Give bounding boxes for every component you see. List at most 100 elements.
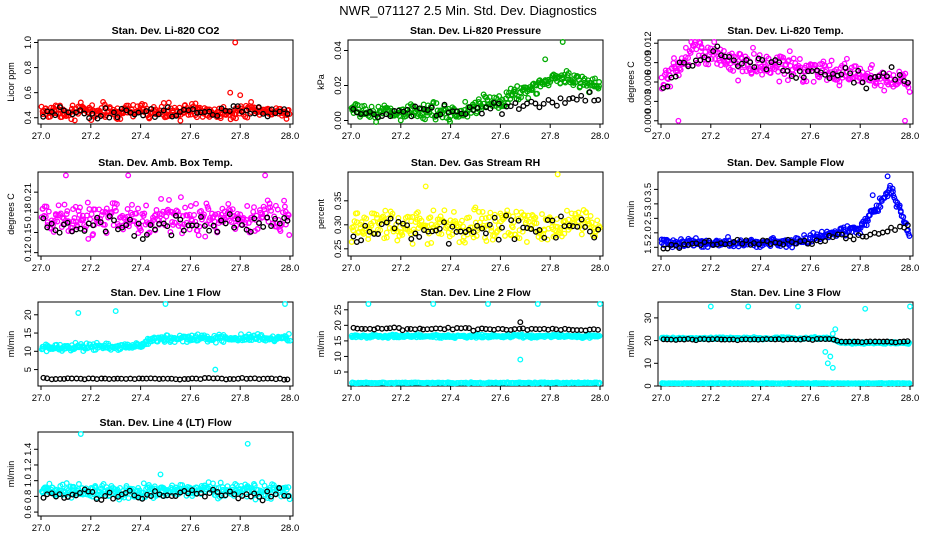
data-point — [595, 326, 601, 333]
data-point — [409, 240, 416, 247]
data-point — [394, 237, 401, 244]
data-point — [817, 69, 824, 76]
data-point — [416, 233, 423, 240]
data-point — [244, 440, 251, 447]
y-tick-label: 0.02 — [333, 76, 344, 95]
data-point — [264, 113, 271, 120]
panels-group: Stan. Dev. Li-820 CO2 27.0 27.2 27.4 27.6 27.… — [6, 25, 919, 534]
data-point — [276, 220, 283, 227]
data-point — [194, 109, 201, 116]
data-point — [157, 471, 164, 478]
y-axis-label: ml/min — [6, 461, 16, 488]
data-point — [222, 220, 229, 227]
data-point — [852, 63, 859, 70]
data-point — [358, 103, 365, 110]
data-point — [48, 108, 55, 115]
y-tick-label: 15 — [333, 336, 344, 347]
x-tick-label: 27.4 — [751, 131, 770, 142]
data-point — [892, 76, 899, 83]
x-tick-label: 27.4 — [441, 393, 460, 404]
data-point — [101, 221, 108, 228]
data-point — [803, 78, 810, 85]
data-point — [496, 93, 503, 100]
data-point — [675, 117, 682, 124]
data-point — [428, 104, 435, 111]
data-point — [800, 77, 807, 84]
data-point — [595, 226, 602, 233]
data-point — [515, 217, 522, 224]
series-low — [659, 303, 913, 387]
data-point — [223, 376, 230, 383]
data-point — [404, 106, 411, 113]
y-tick-label: 20 — [333, 320, 344, 331]
data-point — [725, 234, 731, 240]
data-point — [822, 71, 829, 78]
data-point — [750, 50, 757, 57]
data-point — [391, 225, 398, 232]
data-point — [907, 303, 913, 310]
y-axis-label: Licor ppm — [6, 62, 16, 102]
data-point — [536, 227, 543, 233]
data-point — [350, 106, 357, 112]
y-axis-label: degrees C — [6, 193, 16, 235]
data-point — [473, 232, 480, 239]
data-point — [94, 214, 101, 221]
y-tick-label: 0.18 — [23, 203, 34, 222]
data-point — [89, 102, 96, 109]
data-point — [826, 75, 833, 82]
data-point — [534, 301, 541, 307]
series-reference — [40, 103, 291, 122]
data-point — [371, 111, 377, 118]
y-tick-label: 0.6 — [23, 505, 34, 518]
data-point — [251, 215, 258, 222]
data-point — [562, 100, 568, 106]
data-point — [267, 204, 274, 211]
data-point — [906, 233, 913, 239]
data-point — [131, 232, 138, 239]
data-point — [114, 375, 121, 382]
data-point — [160, 220, 167, 227]
data-point — [491, 214, 498, 221]
data-point — [268, 493, 275, 500]
data-point — [348, 239, 355, 245]
data-point — [470, 229, 477, 236]
data-point — [97, 113, 104, 119]
series-reference — [40, 211, 291, 243]
data-point — [826, 62, 833, 69]
data-point — [828, 57, 835, 64]
data-point — [151, 212, 158, 219]
data-point — [594, 217, 601, 224]
data-point — [206, 227, 213, 234]
x-tick-label: 28.0 — [591, 263, 610, 274]
data-point — [525, 95, 532, 101]
data-point — [270, 482, 277, 489]
data-point — [249, 104, 255, 111]
x-tick-label: 27.2 — [392, 393, 411, 404]
y-tick-label: 0.04 — [333, 41, 344, 60]
data-point — [198, 213, 204, 220]
data-point — [805, 68, 812, 75]
data-point — [201, 493, 208, 500]
series-reference — [660, 222, 911, 252]
data-point — [71, 117, 78, 124]
data-point — [525, 218, 532, 225]
data-point — [89, 110, 96, 117]
data-point — [583, 82, 590, 89]
data-point — [52, 227, 59, 234]
x-tick-label: 28.0 — [901, 393, 920, 404]
data-point — [444, 222, 451, 229]
data-point — [387, 113, 394, 120]
data-point — [838, 71, 845, 78]
panel-9: Stan. Dev. Line 4 (LT) Flow 27.0 27.2 27.4 2… — [6, 417, 299, 534]
y-tick-label: 0.000 — [643, 109, 654, 133]
data-point — [438, 231, 445, 238]
data-point — [827, 353, 834, 360]
data-point — [739, 240, 746, 247]
data-point — [884, 193, 891, 200]
data-point — [203, 200, 210, 207]
data-point — [210, 480, 216, 487]
data-point — [228, 219, 235, 225]
data-point — [110, 109, 117, 116]
data-point — [515, 106, 522, 113]
y-tick-label: 1.0 — [23, 474, 34, 487]
